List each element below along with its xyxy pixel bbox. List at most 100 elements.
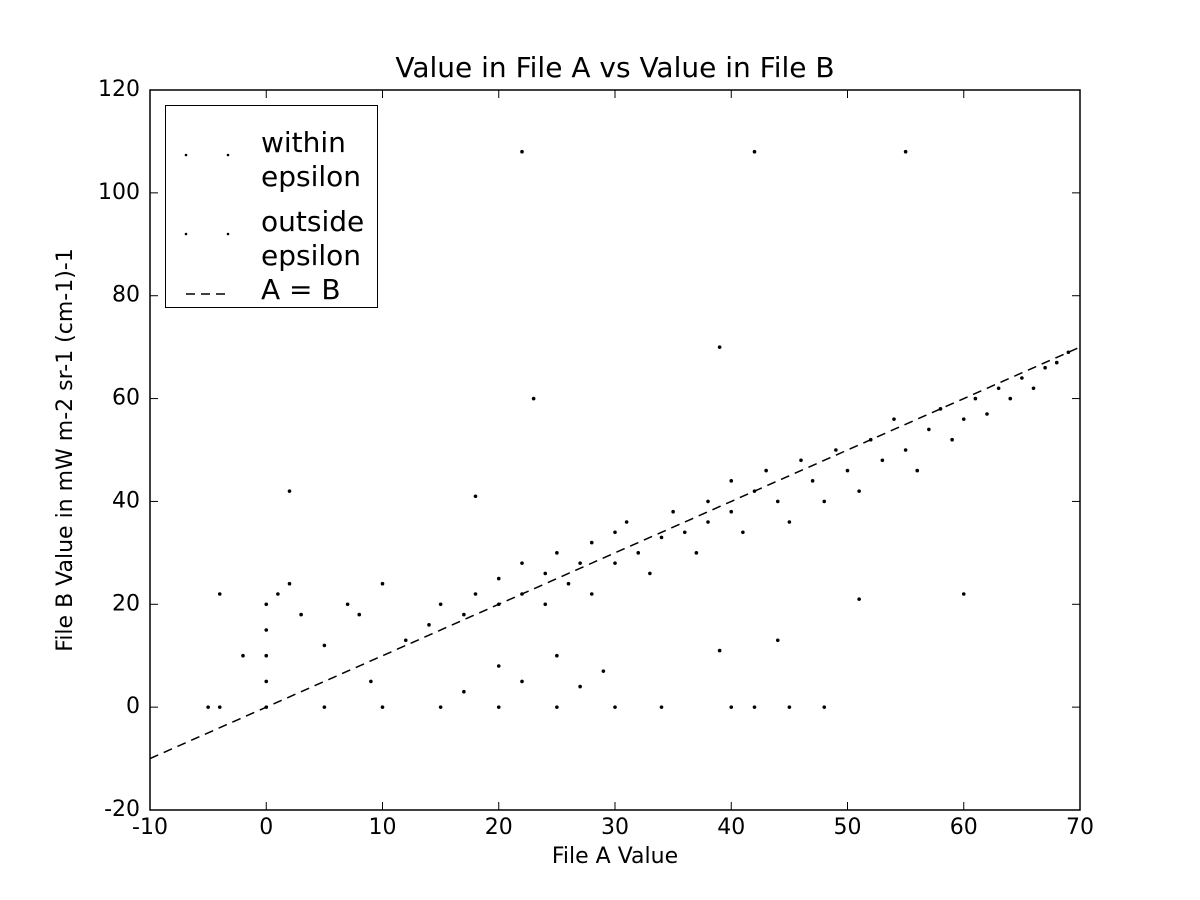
point [624,520,629,524]
point [473,494,478,499]
point [857,597,861,601]
y-tick-label: -20 [104,797,140,822]
point [322,705,327,709]
point [531,396,536,401]
legend-dot [184,153,188,157]
y-tick-label: 60 [112,386,140,411]
point [961,417,966,421]
point [462,612,466,617]
point [822,499,827,504]
point [834,448,838,452]
x-tick-label: 40 [717,815,745,840]
point [822,705,827,709]
legend-label: A = B [261,273,341,306]
point [276,592,280,596]
point [496,705,501,709]
point [427,623,431,627]
point [648,571,652,576]
x-tick-label: 60 [950,815,978,840]
point [903,448,908,452]
point [985,412,989,416]
y-tick-label: 40 [112,488,140,513]
legend-dot [184,232,188,236]
point [462,689,466,694]
point [694,551,699,555]
point [578,684,582,689]
point [287,489,292,493]
point [555,705,559,709]
point [613,705,617,709]
point [752,705,757,709]
point [1008,396,1013,401]
point [717,345,722,349]
point [264,628,269,632]
point [799,458,803,463]
point [601,669,606,673]
y-tick-label: 20 [112,591,140,616]
point [682,530,687,535]
point [787,705,792,709]
point [520,679,524,684]
point [322,643,327,648]
point [613,530,617,535]
point [520,561,524,565]
point [217,592,222,596]
point [287,581,292,586]
point [764,468,768,473]
point [1043,365,1047,370]
point [566,581,571,586]
point [973,396,978,401]
legend-marker [186,293,231,295]
point [961,592,966,596]
point [264,679,269,684]
point [345,602,350,607]
point [496,664,501,668]
point [299,612,303,617]
point [206,705,210,709]
y-tick-label: 100 [98,180,140,205]
point [473,592,478,596]
point [892,417,896,421]
point [927,427,931,432]
legend-label: outside epsilon [261,205,365,272]
point [543,602,548,607]
point [729,479,734,483]
plot-area [149,149,1081,760]
legend-marker [184,232,230,236]
point [775,638,780,643]
point [613,561,617,565]
point [706,499,710,504]
point [241,653,245,658]
point [578,561,582,565]
legend-dot [226,232,230,236]
point [741,530,745,535]
x-tick-label: 50 [834,815,862,840]
point [380,581,385,586]
point [659,705,664,709]
y-tick-label: 0 [126,694,140,719]
point [438,602,443,607]
chart-title: Value in File A vs Value in File B [395,51,834,84]
y-tick-label: 80 [112,283,140,308]
y-tick-label: 120 [98,77,140,102]
point [520,149,524,154]
point [729,509,734,514]
point [845,468,850,473]
point [915,468,920,473]
point [1054,360,1059,365]
point [950,437,954,442]
point [810,479,815,483]
point [369,679,373,684]
point [880,458,885,463]
point [729,705,734,709]
point [264,653,269,658]
point [380,705,385,709]
legend: within epsilon outside epsilon A = B [165,105,378,308]
x-tick-label: 20 [485,815,513,840]
point [775,499,780,504]
x-axis-label: File A Value [552,844,678,869]
point [555,653,559,658]
point [589,540,594,545]
